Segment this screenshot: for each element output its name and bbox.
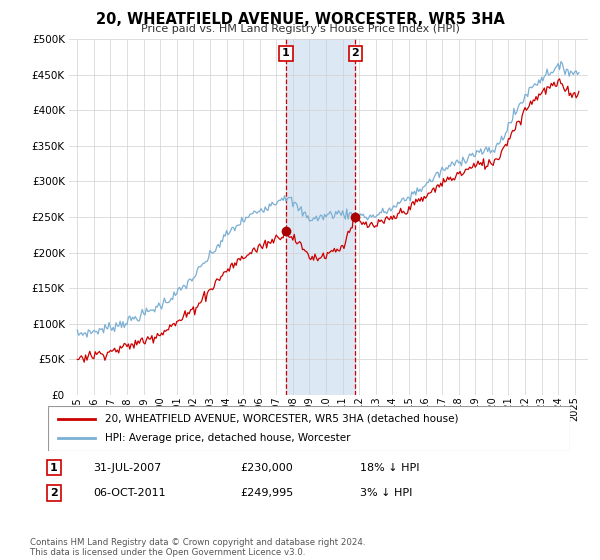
- Text: 18% ↓ HPI: 18% ↓ HPI: [360, 463, 419, 473]
- Text: 31-JUL-2007: 31-JUL-2007: [93, 463, 161, 473]
- Text: 2: 2: [50, 488, 58, 498]
- Text: 06-OCT-2011: 06-OCT-2011: [93, 488, 166, 498]
- Text: Price paid vs. HM Land Registry's House Price Index (HPI): Price paid vs. HM Land Registry's House …: [140, 24, 460, 34]
- Text: £249,995: £249,995: [240, 488, 293, 498]
- Text: 20, WHEATFIELD AVENUE, WORCESTER, WR5 3HA: 20, WHEATFIELD AVENUE, WORCESTER, WR5 3H…: [95, 12, 505, 27]
- Bar: [286, 39, 355, 395]
- Text: HPI: Average price, detached house, Worcester: HPI: Average price, detached house, Worc…: [106, 433, 351, 444]
- Text: £230,000: £230,000: [240, 463, 293, 473]
- FancyBboxPatch shape: [48, 406, 570, 451]
- Text: 1: 1: [50, 463, 58, 473]
- Text: 20, WHEATFIELD AVENUE, WORCESTER, WR5 3HA (detached house): 20, WHEATFIELD AVENUE, WORCESTER, WR5 3H…: [106, 413, 459, 423]
- Text: 2: 2: [352, 48, 359, 58]
- Text: Contains HM Land Registry data © Crown copyright and database right 2024.
This d: Contains HM Land Registry data © Crown c…: [30, 538, 365, 557]
- Text: 1: 1: [282, 48, 290, 58]
- Text: 3% ↓ HPI: 3% ↓ HPI: [360, 488, 412, 498]
